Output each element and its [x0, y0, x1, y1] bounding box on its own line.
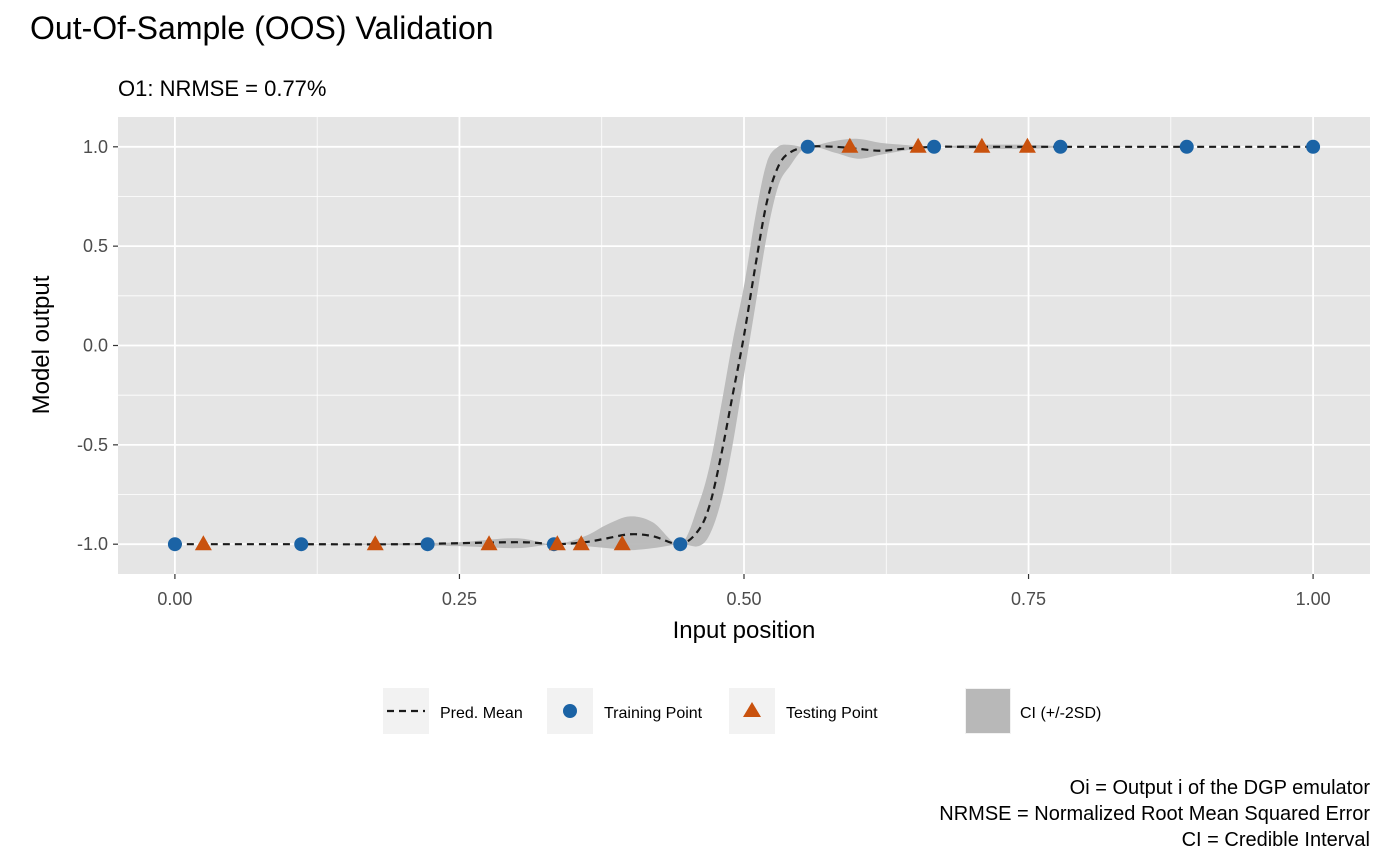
x-tick-label: 0.50: [726, 589, 761, 609]
y-tick-label: -1.0: [77, 534, 108, 554]
training-point: [167, 537, 182, 552]
caption-line-2: NRMSE = Normalized Root Mean Squared Err…: [939, 803, 1370, 825]
training-point: [673, 537, 688, 552]
chart-subtitle: O1: NRMSE = 0.77%: [118, 76, 326, 101]
legend-key-training-dot: [563, 704, 577, 718]
caption-line-3: CI = Credible Interval: [1182, 829, 1370, 851]
x-axis-title: Input position: [673, 617, 816, 644]
training-point: [800, 139, 815, 154]
legend-item-training: Training Point: [547, 688, 703, 734]
legend-label-training: Training Point: [604, 705, 703, 722]
x-tick-label: 1.00: [1296, 589, 1331, 609]
training-point: [1053, 139, 1068, 154]
y-tick-label: 0.0: [83, 336, 108, 356]
y-axis-title: Model output: [28, 275, 55, 414]
pred-mean-line: [174, 145, 1314, 546]
testing-point: [841, 137, 859, 153]
testing-point: [194, 535, 212, 551]
legend-key-ci-swatch: [966, 689, 1010, 733]
testing-point: [909, 137, 927, 153]
testing-point: [1018, 137, 1036, 153]
y-tick-label: -0.5: [77, 435, 108, 455]
legend-label-testing: Testing Point: [786, 705, 878, 722]
legend-item-ci: CI (+/-2SD): [965, 688, 1101, 734]
legend-label-ci: CI (+/-2SD): [1020, 705, 1101, 722]
legend-item-mean: Pred. Mean: [383, 688, 523, 734]
testing-point: [572, 535, 590, 551]
legend-label-mean: Pred. Mean: [440, 705, 523, 722]
training-point: [420, 537, 435, 552]
chart-title: Out-Of-Sample (OOS) Validation: [30, 10, 494, 46]
y-tick-label: 0.5: [83, 236, 108, 256]
testing-point: [613, 535, 631, 551]
y-tick-label: 1.0: [83, 137, 108, 157]
training-points-layer: [167, 139, 1321, 552]
training-point: [1306, 139, 1321, 154]
legend-key-testing-triangle: [743, 702, 761, 717]
training-point: [1179, 139, 1194, 154]
x-tick-label: 0.75: [1011, 589, 1046, 609]
mean-line-layer: [174, 145, 1314, 546]
ci-band-layer: [174, 138, 1314, 551]
training-point: [294, 537, 309, 552]
caption-line-1: Oi = Output i of the DGP emulator: [1070, 777, 1371, 799]
x-tick-label: 0.00: [157, 589, 192, 609]
testing-point: [480, 535, 498, 551]
x-axis-ticks: 0.00 0.25 0.50 0.75 1.00: [157, 574, 1331, 609]
caption: Oi = Output i of the DGP emulator NRMSE …: [939, 777, 1370, 851]
training-point: [927, 139, 942, 154]
testing-points-layer: [194, 137, 1036, 551]
testing-point: [548, 535, 566, 551]
x-tick-label: 0.25: [442, 589, 477, 609]
ci-band: [174, 138, 1314, 551]
y-axis-ticks: -1.0 -0.5 0.0 0.5 1.0: [77, 137, 118, 554]
testing-point: [366, 535, 384, 551]
legend-item-testing: Testing Point: [729, 688, 878, 734]
legend: Pred. Mean Training Point Testing Point …: [383, 688, 1101, 734]
testing-point: [973, 137, 991, 153]
